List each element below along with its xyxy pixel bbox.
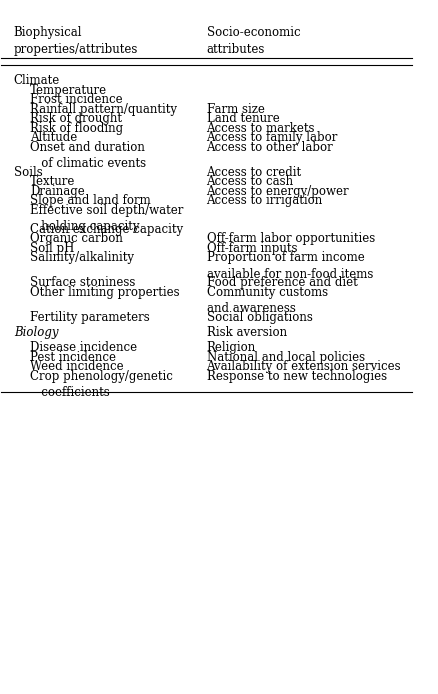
Text: Food preference and diet: Food preference and diet — [207, 276, 357, 289]
Text: Temperature: Temperature — [30, 83, 107, 96]
Text: Climate: Climate — [14, 74, 60, 87]
Text: National and local policies: National and local policies — [207, 350, 365, 364]
Text: Biophysical
properties/attributes: Biophysical properties/attributes — [14, 26, 138, 56]
Text: Other limiting properties: Other limiting properties — [30, 286, 180, 298]
Text: Access to energy/power: Access to energy/power — [207, 185, 349, 198]
Text: Altitude: Altitude — [30, 131, 78, 144]
Text: Weed incidence: Weed incidence — [30, 360, 124, 373]
Text: Access to other labor: Access to other labor — [207, 141, 333, 154]
Text: Off-farm inputs: Off-farm inputs — [207, 242, 297, 255]
Text: Soils: Soils — [14, 166, 42, 178]
Text: Access to irrigation: Access to irrigation — [207, 194, 323, 207]
Text: Pest incidence: Pest incidence — [30, 350, 116, 364]
Text: Salinity/alkalinity: Salinity/alkalinity — [30, 251, 134, 264]
Text: Organic carbon: Organic carbon — [30, 232, 123, 245]
Text: Slope and land form: Slope and land form — [30, 194, 151, 207]
Text: Land tenure: Land tenure — [207, 112, 279, 125]
Text: Rainfall pattern/quantity: Rainfall pattern/quantity — [30, 103, 177, 116]
Text: Access to markets: Access to markets — [207, 121, 315, 135]
Text: Surface stoniness: Surface stoniness — [30, 276, 135, 289]
Text: Soil pH: Soil pH — [30, 242, 74, 255]
Text: Access to cash: Access to cash — [207, 175, 293, 188]
Text: Off-farm labor opportunities: Off-farm labor opportunities — [207, 232, 375, 245]
Text: Religion: Religion — [207, 341, 256, 354]
Text: Farm size: Farm size — [207, 103, 265, 116]
Text: Risk of drought: Risk of drought — [30, 112, 122, 125]
Text: Availability of extension services: Availability of extension services — [207, 360, 401, 373]
Text: Risk of flooding: Risk of flooding — [30, 121, 123, 135]
Text: Social obligations: Social obligations — [207, 310, 312, 323]
Text: Proportion of farm income
available for non-food items: Proportion of farm income available for … — [207, 251, 373, 281]
Text: Disease incidence: Disease incidence — [30, 341, 137, 354]
Text: Fertility parameters: Fertility parameters — [30, 310, 150, 323]
Text: Biology: Biology — [14, 325, 58, 339]
Text: Onset and duration
   of climatic events: Onset and duration of climatic events — [30, 141, 146, 170]
Text: Response to new technologies: Response to new technologies — [207, 370, 387, 382]
Text: Access to credit: Access to credit — [207, 166, 302, 178]
Text: Crop phenology/genetic
   coefficients: Crop phenology/genetic coefficients — [30, 370, 173, 399]
Text: Drainage: Drainage — [30, 185, 85, 198]
Text: Texture: Texture — [30, 175, 75, 188]
Text: Community customs
and awareness: Community customs and awareness — [207, 286, 328, 315]
Text: Cation exchange capacity: Cation exchange capacity — [30, 223, 183, 236]
Text: Access to family labor: Access to family labor — [207, 131, 338, 144]
Text: Effective soil depth/water
   holding capacity: Effective soil depth/water holding capac… — [30, 204, 184, 233]
Text: Risk aversion: Risk aversion — [207, 325, 287, 339]
Text: Socio-economic
attributes: Socio-economic attributes — [207, 26, 300, 56]
Text: Frost incidence: Frost incidence — [30, 93, 123, 106]
